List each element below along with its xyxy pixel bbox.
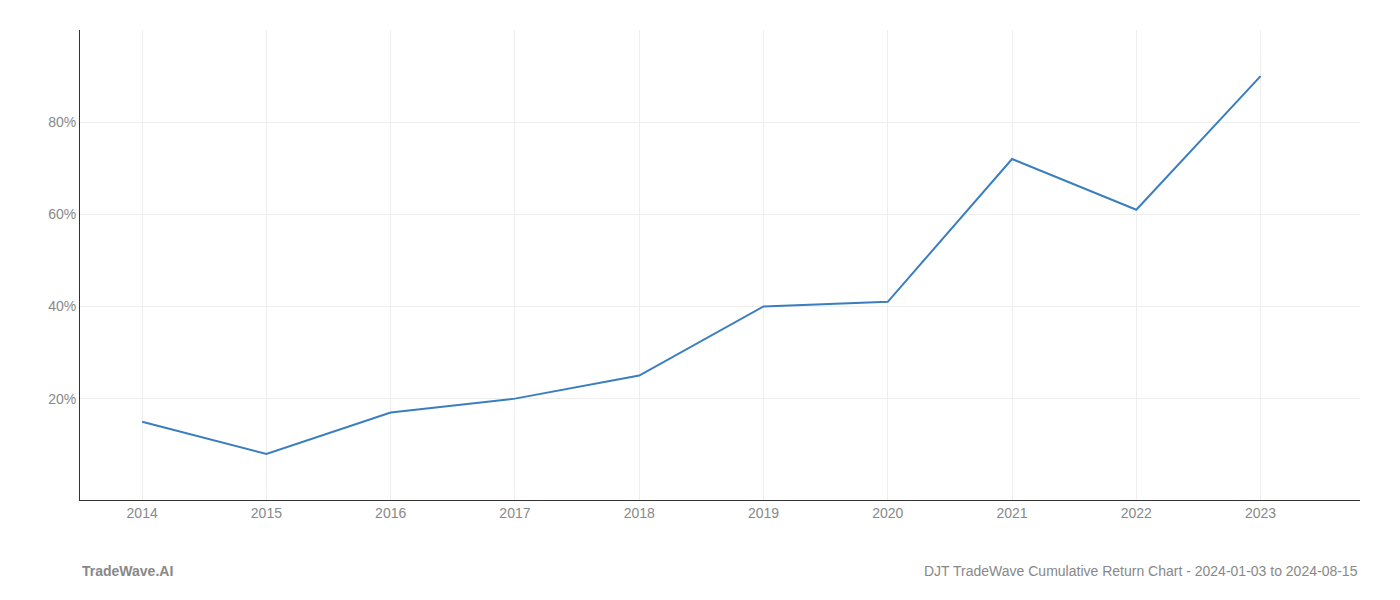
- svg-text:2015: 2015: [251, 505, 282, 521]
- svg-text:2020: 2020: [872, 505, 903, 521]
- svg-text:2023: 2023: [1245, 505, 1276, 521]
- svg-text:2017: 2017: [499, 505, 530, 521]
- svg-text:2014: 2014: [127, 505, 158, 521]
- svg-text:DJT TradeWave Cumulative Retur: DJT TradeWave Cumulative Return Chart - …: [924, 563, 1358, 579]
- svg-text:2018: 2018: [624, 505, 655, 521]
- svg-text:60%: 60%: [48, 206, 76, 222]
- svg-text:2016: 2016: [375, 505, 406, 521]
- svg-text:TradeWave.AI: TradeWave.AI: [82, 563, 173, 579]
- svg-text:2021: 2021: [996, 505, 1027, 521]
- svg-text:2019: 2019: [748, 505, 779, 521]
- svg-text:80%: 80%: [48, 114, 76, 130]
- svg-text:20%: 20%: [48, 391, 76, 407]
- svg-text:40%: 40%: [48, 298, 76, 314]
- svg-text:2022: 2022: [1121, 505, 1152, 521]
